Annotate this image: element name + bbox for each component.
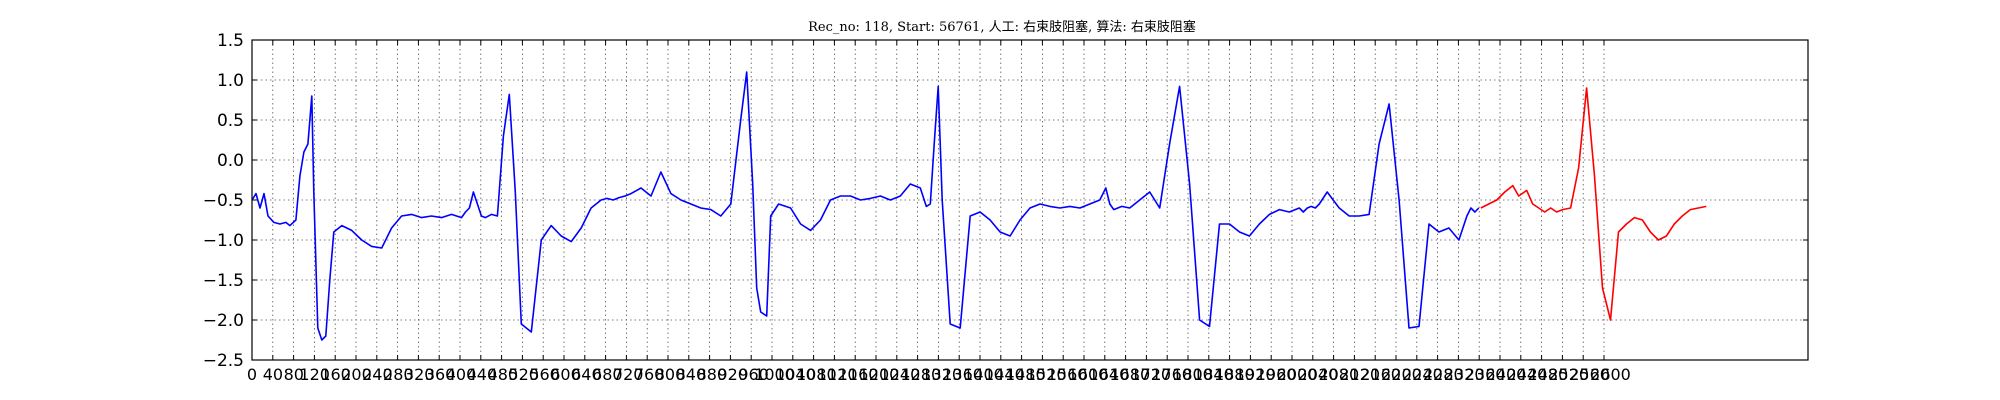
x-tick-label: 2240 <box>1402 365 1443 384</box>
x-tick-label: 320 <box>404 365 435 384</box>
y-tick-label: 0.0 <box>217 151 244 171</box>
x-tick-label: 2120 <box>1339 365 1380 384</box>
y-tick-label: −2.5 <box>203 351 244 371</box>
x-tick-label: 600 <box>550 365 581 384</box>
x-tick-label: 2360 <box>1465 365 1506 384</box>
y-tick-label: 1.0 <box>217 71 244 91</box>
x-tick-label: 760 <box>634 365 665 384</box>
x-tick-label: 1760 <box>1151 365 1192 384</box>
y-tick-label: −2.0 <box>203 311 244 331</box>
x-tick-label: 1880 <box>1214 365 1255 384</box>
x-tick-label: 920 <box>717 365 748 384</box>
x-tick-label: 1320 <box>921 365 962 384</box>
x-tick-label: 2600 <box>1590 365 1631 384</box>
x-tick-label: 1240 <box>880 365 921 384</box>
x-tick-label: 720 <box>613 365 644 384</box>
x-tick-label: 2160 <box>1360 365 1401 384</box>
x-tick-label: 560 <box>529 365 560 384</box>
x-tick-label: 1440 <box>984 365 1025 384</box>
x-tick-label: 960 <box>738 365 769 384</box>
x-tick-label: 400 <box>446 365 477 384</box>
x-tick-label: 840 <box>676 365 707 384</box>
y-axis: −2.5 −2.0 −1.5 −1.0 −0.5 0.0 0.5 1.0 1.5 <box>203 31 1808 371</box>
x-tick-label: 240 <box>362 365 393 384</box>
x-tick-label: 1160 <box>838 365 879 384</box>
x-tick-label: 1800 <box>1172 365 1213 384</box>
x-tick-label: 2480 <box>1527 365 1568 384</box>
x-tick-label: 1560 <box>1047 365 1088 384</box>
chart-title: Rec_no: 118, Start: 56761, 人工: 右束肢阻塞, 算法… <box>808 19 1196 35</box>
x-tick-label: 2520 <box>1548 365 1589 384</box>
x-tick-label: 680 <box>592 365 623 384</box>
x-tick-label: 480 <box>488 365 519 384</box>
x-tick-label: 80 <box>284 365 304 384</box>
x-tick-label: 640 <box>571 365 602 384</box>
x-tick-label: 1960 <box>1256 365 1297 384</box>
y-tick-label: 1.5 <box>217 31 244 51</box>
x-tick-label: 1400 <box>963 365 1004 384</box>
x-tick-label: 120 <box>299 365 330 384</box>
grid <box>251 39 1808 361</box>
x-tick-label: 160 <box>320 365 351 384</box>
plot-frame <box>251 39 1809 361</box>
x-tick-label: 2560 <box>1569 365 1610 384</box>
x-tick-label: 1280 <box>900 365 941 384</box>
x-tick-label: 360 <box>425 365 456 384</box>
y-tick-label: −0.5 <box>203 191 244 211</box>
x-tick-label: 2200 <box>1381 365 1422 384</box>
x-tick-label: 880 <box>697 365 728 384</box>
x-tick-label: 440 <box>467 365 498 384</box>
x-tick-label: 1600 <box>1068 365 1109 384</box>
x-tick-label: 2280 <box>1423 365 1464 384</box>
x-tick-label: 0 <box>247 365 257 384</box>
x-tick-label: 1000 <box>754 365 795 384</box>
x-tick-label: 2040 <box>1298 365 1339 384</box>
ecg-trace-highlight <box>1480 87 1707 321</box>
x-tick-label: 1640 <box>1089 365 1130 384</box>
x-tick-label: 520 <box>508 365 539 384</box>
x-tick-label: 1920 <box>1235 365 1276 384</box>
x-tick-label: 1080 <box>796 365 837 384</box>
y-tick-label: 0.5 <box>217 111 244 131</box>
x-tick-label: 1120 <box>817 365 858 384</box>
x-tick-label: 1720 <box>1130 365 1171 384</box>
x-tick-label: 280 <box>383 365 414 384</box>
x-tick-label: 40 <box>263 365 283 384</box>
x-tick-label: 1520 <box>1026 365 1067 384</box>
x-tick-label: 1680 <box>1109 365 1150 384</box>
x-tick-label: 2440 <box>1507 365 1548 384</box>
x-tick-label: 800 <box>655 365 686 384</box>
x-tick-label: 1040 <box>775 365 816 384</box>
x-tick-label: 1480 <box>1005 365 1046 384</box>
x-tick-label: 1840 <box>1193 365 1234 384</box>
x-tick-label: 1360 <box>942 365 983 384</box>
x-tick-label: 2000 <box>1277 365 1318 384</box>
series-layer <box>251 71 1707 341</box>
ecg-trace-series <box>251 71 1480 341</box>
x-tick-label: 200 <box>341 365 372 384</box>
x-axis: 0 40 8012016020024028032036040044048052056… <box>247 40 1631 384</box>
x-tick-label: 2080 <box>1318 365 1359 384</box>
x-tick-label: 2320 <box>1444 365 1485 384</box>
x-tick-label: 2400 <box>1486 365 1527 384</box>
y-tick-label: −1.0 <box>203 231 244 251</box>
y-tick-label: −1.5 <box>203 271 244 291</box>
x-tick-label: 1200 <box>859 365 900 384</box>
